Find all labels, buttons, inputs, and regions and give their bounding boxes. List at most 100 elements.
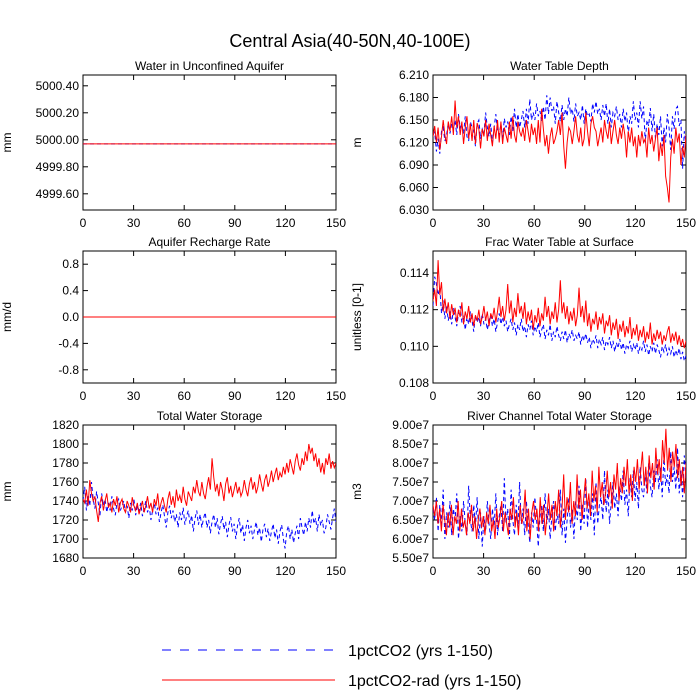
y-axis-label: mm <box>0 133 14 153</box>
plot-frame <box>82 74 337 211</box>
y-tick-label: 5000.20 <box>36 106 80 120</box>
series-line-1pctco2 <box>433 447 686 547</box>
y-tick-label: 0.114 <box>400 266 429 280</box>
figure-title: Central Asia(40-50N,40-100E) <box>229 31 470 51</box>
x-tick-label: 0 <box>430 389 437 403</box>
x-tick-label: 120 <box>625 389 645 403</box>
panel-title: Frac Water Table at Surface <box>485 235 634 249</box>
x-tick-label: 0 <box>80 389 87 403</box>
x-tick-label: 30 <box>477 216 491 230</box>
y-tick-label: 6.120 <box>399 136 429 150</box>
x-tick-label: 30 <box>127 389 141 403</box>
series-line-1pctco2-rad <box>83 443 336 522</box>
y-tick-label: 8.50e7 <box>392 437 429 451</box>
series-line-1pctco2-rad <box>433 100 686 203</box>
x-tick-label: 90 <box>228 216 242 230</box>
x-tick-label: 150 <box>326 564 346 578</box>
y-tick-label: 1780 <box>52 456 79 470</box>
x-tick-label: 120 <box>625 216 645 230</box>
panel-title: River Channel Total Water Storage <box>467 409 652 423</box>
y-tick-label: 7.50e7 <box>392 475 429 489</box>
y-tick-label: 1680 <box>52 551 79 565</box>
y-tick-label: -0.8 <box>58 363 79 377</box>
y-tick-label: 7.00e7 <box>392 494 429 508</box>
panel-water-table-depth: Water Table Depth m 0 30 60 90 120 150 6.030 6.06… <box>350 59 696 230</box>
y-tick-label: 1760 <box>52 475 79 489</box>
x-tick-label: 150 <box>326 216 346 230</box>
panel-aquifer-water: Water in Unconfined Aquifer mm 0 30 60 90 120 1… <box>0 59 346 230</box>
x-tick-label: 150 <box>676 389 696 403</box>
x-tick-label: 30 <box>127 216 141 230</box>
x-tick-label: 60 <box>178 216 192 230</box>
y-tick-label: 0.8 <box>62 257 79 271</box>
y-tick-label: 6.180 <box>399 91 429 105</box>
x-tick-label: 90 <box>578 564 592 578</box>
y-tick-label: 6.50e7 <box>392 513 429 527</box>
y-axis-label: m3 <box>350 483 364 500</box>
y-tick-label: 0.4 <box>62 284 79 298</box>
y-tick-label: 5.50e7 <box>392 551 429 565</box>
x-tick-label: 150 <box>326 389 346 403</box>
y-tick-label: 5000.00 <box>36 133 80 147</box>
x-tick-label: 60 <box>178 564 192 578</box>
y-tick-label: 4999.60 <box>36 187 80 201</box>
x-tick-label: 30 <box>477 389 491 403</box>
panels: Water in Unconfined Aquifer mm 0 30 60 90 120 1… <box>0 59 696 578</box>
x-tick-label: 120 <box>275 564 295 578</box>
y-tick-label: 0.0 <box>62 310 79 324</box>
y-axis-label: mm/d <box>0 302 14 332</box>
legend-label-1pctco2: 1pctCO2 (yrs 1-150) <box>348 643 493 660</box>
y-tick-label: 1800 <box>52 437 79 451</box>
y-tick-label: 1740 <box>52 494 79 508</box>
panel-river-channel-storage: River Channel Total Water Storage m3 0 30 60… <box>350 409 696 578</box>
series-group <box>433 95 686 203</box>
panel-title: Total Water Storage <box>157 409 263 423</box>
x-tick-label: 60 <box>528 564 542 578</box>
y-tick-label: 6.090 <box>399 158 429 172</box>
legend: 1pctCO2 (yrs 1-150) 1pctCO2-rad (yrs 1-1… <box>162 643 521 690</box>
x-tick-label: 120 <box>625 564 645 578</box>
legend-label-1pctco2-rad: 1pctCO2-rad (yrs 1-150) <box>348 673 521 690</box>
panel-title: Aquifer Recharge Rate <box>148 235 270 249</box>
series-group <box>433 260 686 362</box>
y-tick-label: 9.00e7 <box>392 418 429 432</box>
x-tick-label: 90 <box>578 216 592 230</box>
series-group <box>433 428 686 547</box>
panel-title: Water Table Depth <box>510 59 609 73</box>
panel-total-water-storage: Total Water Storage mm 0 30 60 90 120 150 1680 17… <box>0 409 346 578</box>
x-tick-label: 0 <box>80 216 87 230</box>
x-tick-label: 60 <box>528 216 542 230</box>
x-tick-label: 120 <box>275 389 295 403</box>
series-line-1pctco2 <box>83 481 336 549</box>
y-tick-label: 6.210 <box>399 68 429 82</box>
y-tick-label: 0.110 <box>400 339 429 353</box>
y-tick-label: 1720 <box>52 513 79 527</box>
x-tick-label: 30 <box>477 564 491 578</box>
panel-frac-water-table: Frac Water Table at Surface unitless [0-1… <box>350 235 696 403</box>
x-tick-label: 90 <box>228 389 242 403</box>
y-axis-label: m <box>350 138 364 148</box>
y-axis-label: mm <box>0 482 14 502</box>
series-line-1pctco2-rad <box>433 260 686 349</box>
x-tick-label: 60 <box>528 389 542 403</box>
y-tick-label: 6.060 <box>399 181 429 195</box>
y-axis-label: unitless [0-1] <box>350 283 364 351</box>
y-tick-label: 1700 <box>52 532 79 546</box>
y-tick-label: 6.030 <box>399 203 429 217</box>
y-tick-label: 0.108 <box>399 376 429 390</box>
x-tick-label: 120 <box>275 216 295 230</box>
series-line-1pctco2-rad <box>433 428 686 540</box>
y-tick-label: -0.4 <box>58 336 79 350</box>
x-tick-label: 30 <box>127 564 141 578</box>
panel-recharge-rate: Aquifer Recharge Rate mm/d 0 30 60 90 120 150 -0… <box>0 235 346 403</box>
y-tick-label: 4999.80 <box>36 160 80 174</box>
y-tick-label: 1820 <box>52 418 79 432</box>
y-tick-label: 6.00e7 <box>392 532 429 546</box>
x-tick-label: 60 <box>178 389 192 403</box>
plot-frame <box>82 424 337 559</box>
y-tick-label: 0.112 <box>400 303 429 317</box>
y-tick-label: 5000.40 <box>36 79 80 93</box>
x-tick-label: 150 <box>676 216 696 230</box>
x-tick-label: 0 <box>430 216 437 230</box>
x-tick-label: 0 <box>430 564 437 578</box>
